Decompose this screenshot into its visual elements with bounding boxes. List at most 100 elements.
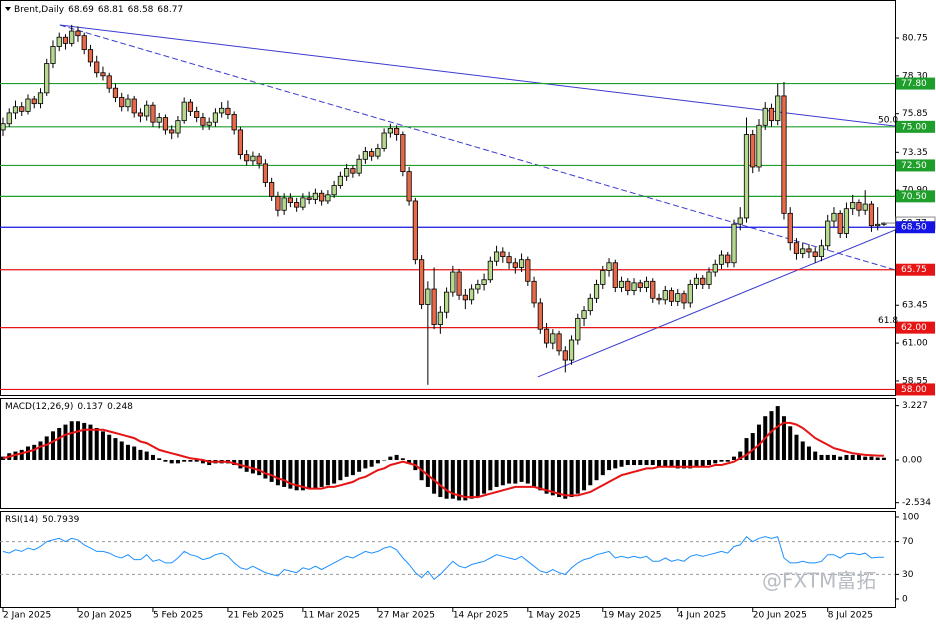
macd-bar — [369, 459, 374, 467]
macd-bar — [263, 459, 268, 479]
candle-body — [700, 277, 706, 285]
candle-body — [462, 294, 468, 301]
macd-bar — [188, 459, 193, 462]
macd-bar — [400, 458, 405, 460]
candle-body — [475, 283, 481, 290]
macd-bar — [475, 459, 480, 498]
candle-body — [818, 245, 825, 257]
macd-bar — [100, 431, 105, 460]
macd-bar — [69, 421, 74, 460]
macd-bar — [525, 459, 530, 484]
macd-bar — [275, 459, 280, 486]
rsi-line — [2, 535, 884, 581]
macd-bar — [344, 459, 349, 477]
macd-bar — [444, 459, 449, 499]
candle-body — [56, 36, 62, 47]
candle-body — [706, 271, 712, 285]
x-tick-label: 20 Jan 2025 — [78, 611, 132, 621]
macd-bar — [350, 459, 355, 476]
candle-body — [156, 117, 162, 123]
level-box — [896, 321, 935, 334]
macd-bar — [675, 459, 680, 469]
macd-bar — [769, 411, 774, 460]
candle-body — [200, 117, 206, 126]
candle-body — [37, 92, 44, 105]
candle-body — [787, 212, 793, 244]
candle-body — [100, 72, 106, 77]
y-tick-label: 61.00 — [902, 339, 928, 349]
candle-body — [431, 288, 437, 325]
y-tick-label: 73.35 — [902, 148, 928, 158]
trendline — [59, 24, 896, 127]
macd-bar — [463, 459, 468, 501]
candle-body — [568, 339, 575, 361]
candle-body — [831, 212, 837, 222]
candle-body — [219, 107, 225, 114]
x-tick-label: 20 Jun 2025 — [753, 611, 807, 621]
candle-body — [281, 197, 287, 211]
candle-body — [675, 293, 681, 302]
macd-bar — [363, 459, 368, 469]
macd-bar — [625, 459, 630, 466]
candle-body — [437, 311, 443, 325]
candle-body — [543, 328, 550, 344]
candle-body — [244, 154, 250, 162]
y-tick-label: -2.534 — [902, 498, 931, 508]
macd-bar — [125, 444, 130, 460]
macd-bar — [632, 459, 637, 466]
x-tick-label: 4 Jun 2025 — [678, 611, 726, 621]
y-tick-label: 0.00 — [902, 455, 922, 465]
macd-bar — [307, 459, 312, 489]
macd-bar — [825, 454, 830, 460]
y-tick-label: 100 — [902, 512, 919, 522]
candle-body — [518, 259, 525, 268]
macd-bar — [25, 446, 30, 460]
macd-bar — [819, 454, 824, 460]
level-box — [896, 120, 935, 133]
candle-body — [612, 262, 618, 288]
candle-body — [381, 132, 387, 149]
y-tick-label: 0 — [902, 594, 908, 604]
candle-body — [512, 262, 518, 268]
candle-body — [862, 203, 868, 211]
macd-bar — [688, 459, 693, 469]
y-tick-label: 78.30 — [902, 71, 928, 81]
macd-bar — [57, 427, 62, 460]
macd-bar — [488, 459, 493, 491]
candle-body — [375, 148, 381, 157]
macd-bar — [407, 459, 412, 464]
macd-bar — [806, 446, 811, 460]
macd-bar — [119, 441, 124, 460]
candle-body — [106, 75, 112, 89]
level-label: 68.50 — [901, 223, 927, 233]
macd-bar — [794, 434, 799, 460]
candle-body — [731, 223, 737, 264]
candle-body — [606, 262, 612, 271]
macd-bar — [432, 459, 437, 494]
close: 68.77 — [157, 5, 183, 15]
candle-body — [231, 114, 237, 131]
candle-body — [825, 220, 831, 247]
candle-body — [162, 117, 169, 131]
candle-body — [856, 202, 862, 211]
candle-body — [350, 168, 356, 174]
high: 68.81 — [98, 5, 124, 15]
candle-body — [325, 194, 331, 202]
macd-bar — [300, 459, 305, 491]
candle-body — [144, 104, 150, 117]
macd-bar — [425, 459, 430, 487]
candle-body — [256, 155, 262, 165]
macd-bar — [19, 449, 24, 460]
candle-body — [31, 98, 37, 105]
open: 68.69 — [68, 5, 94, 15]
candle-body — [743, 134, 750, 219]
candle-body — [131, 98, 137, 114]
macd-bar — [731, 456, 736, 460]
x-tick-label: 19 May 2025 — [603, 611, 662, 621]
macd-bar — [388, 456, 393, 460]
candle-body — [362, 151, 368, 160]
candle-body — [506, 256, 512, 264]
candle-body — [206, 121, 212, 126]
signal-line — [2, 421, 884, 499]
x-tick-label: 14 Apr 2025 — [453, 611, 509, 621]
